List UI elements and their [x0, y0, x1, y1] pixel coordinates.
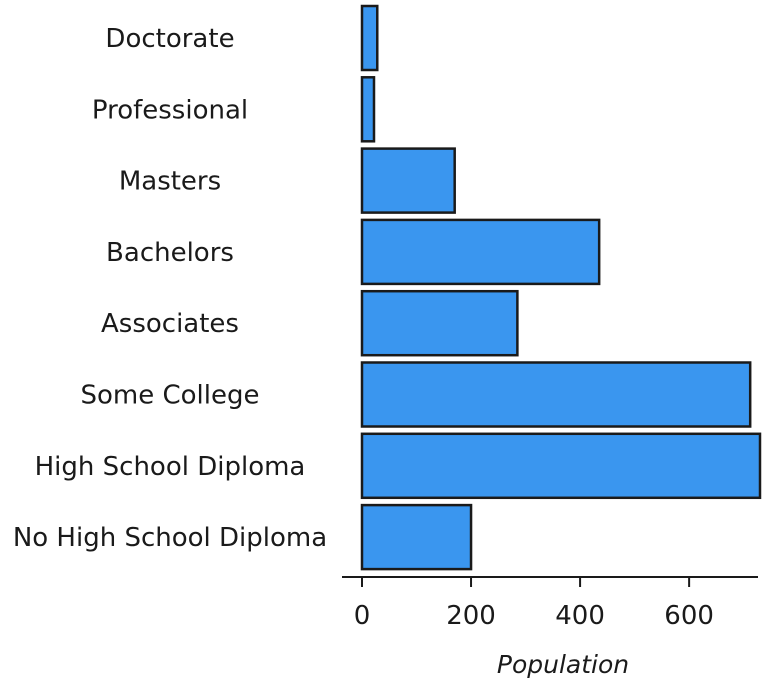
bar-bachelors: [360, 218, 601, 286]
category-label-masters: Masters: [119, 167, 221, 197]
x-tick-label-200: 200: [446, 601, 496, 631]
bars-group: [360, 4, 762, 571]
category-label-bachelors: Bachelors: [106, 238, 234, 268]
x-tick-label-600: 600: [664, 601, 714, 631]
category-label-some-college: Some College: [80, 381, 259, 411]
bar-some-college: [360, 361, 752, 428]
bar-professional: [360, 76, 376, 143]
bar-doctorate: [360, 4, 379, 72]
bar-masters: [360, 147, 456, 214]
x-tick-label-400: 400: [555, 601, 605, 631]
bar-associates: [360, 289, 519, 357]
category-label-professional: Professional: [92, 95, 248, 125]
x-axis-title: Population: [497, 650, 629, 679]
bar-no-high-school-diploma: [360, 503, 473, 571]
bar-high-school-diploma: [360, 432, 762, 500]
x-axis: 0 200 400 600: [342, 576, 758, 631]
category-labels: Doctorate Professional Masters Bachelors Ass…: [13, 24, 327, 553]
category-label-high-school-diploma: High School Diploma: [35, 452, 306, 482]
category-label-associates: Associates: [101, 309, 239, 339]
category-label-no-high-school-diploma: No High School Diploma: [13, 523, 327, 553]
category-label-doctorate: Doctorate: [105, 24, 234, 54]
x-tick-label-0: 0: [354, 601, 371, 631]
x-ticks: 0 200 400 600: [354, 577, 714, 631]
